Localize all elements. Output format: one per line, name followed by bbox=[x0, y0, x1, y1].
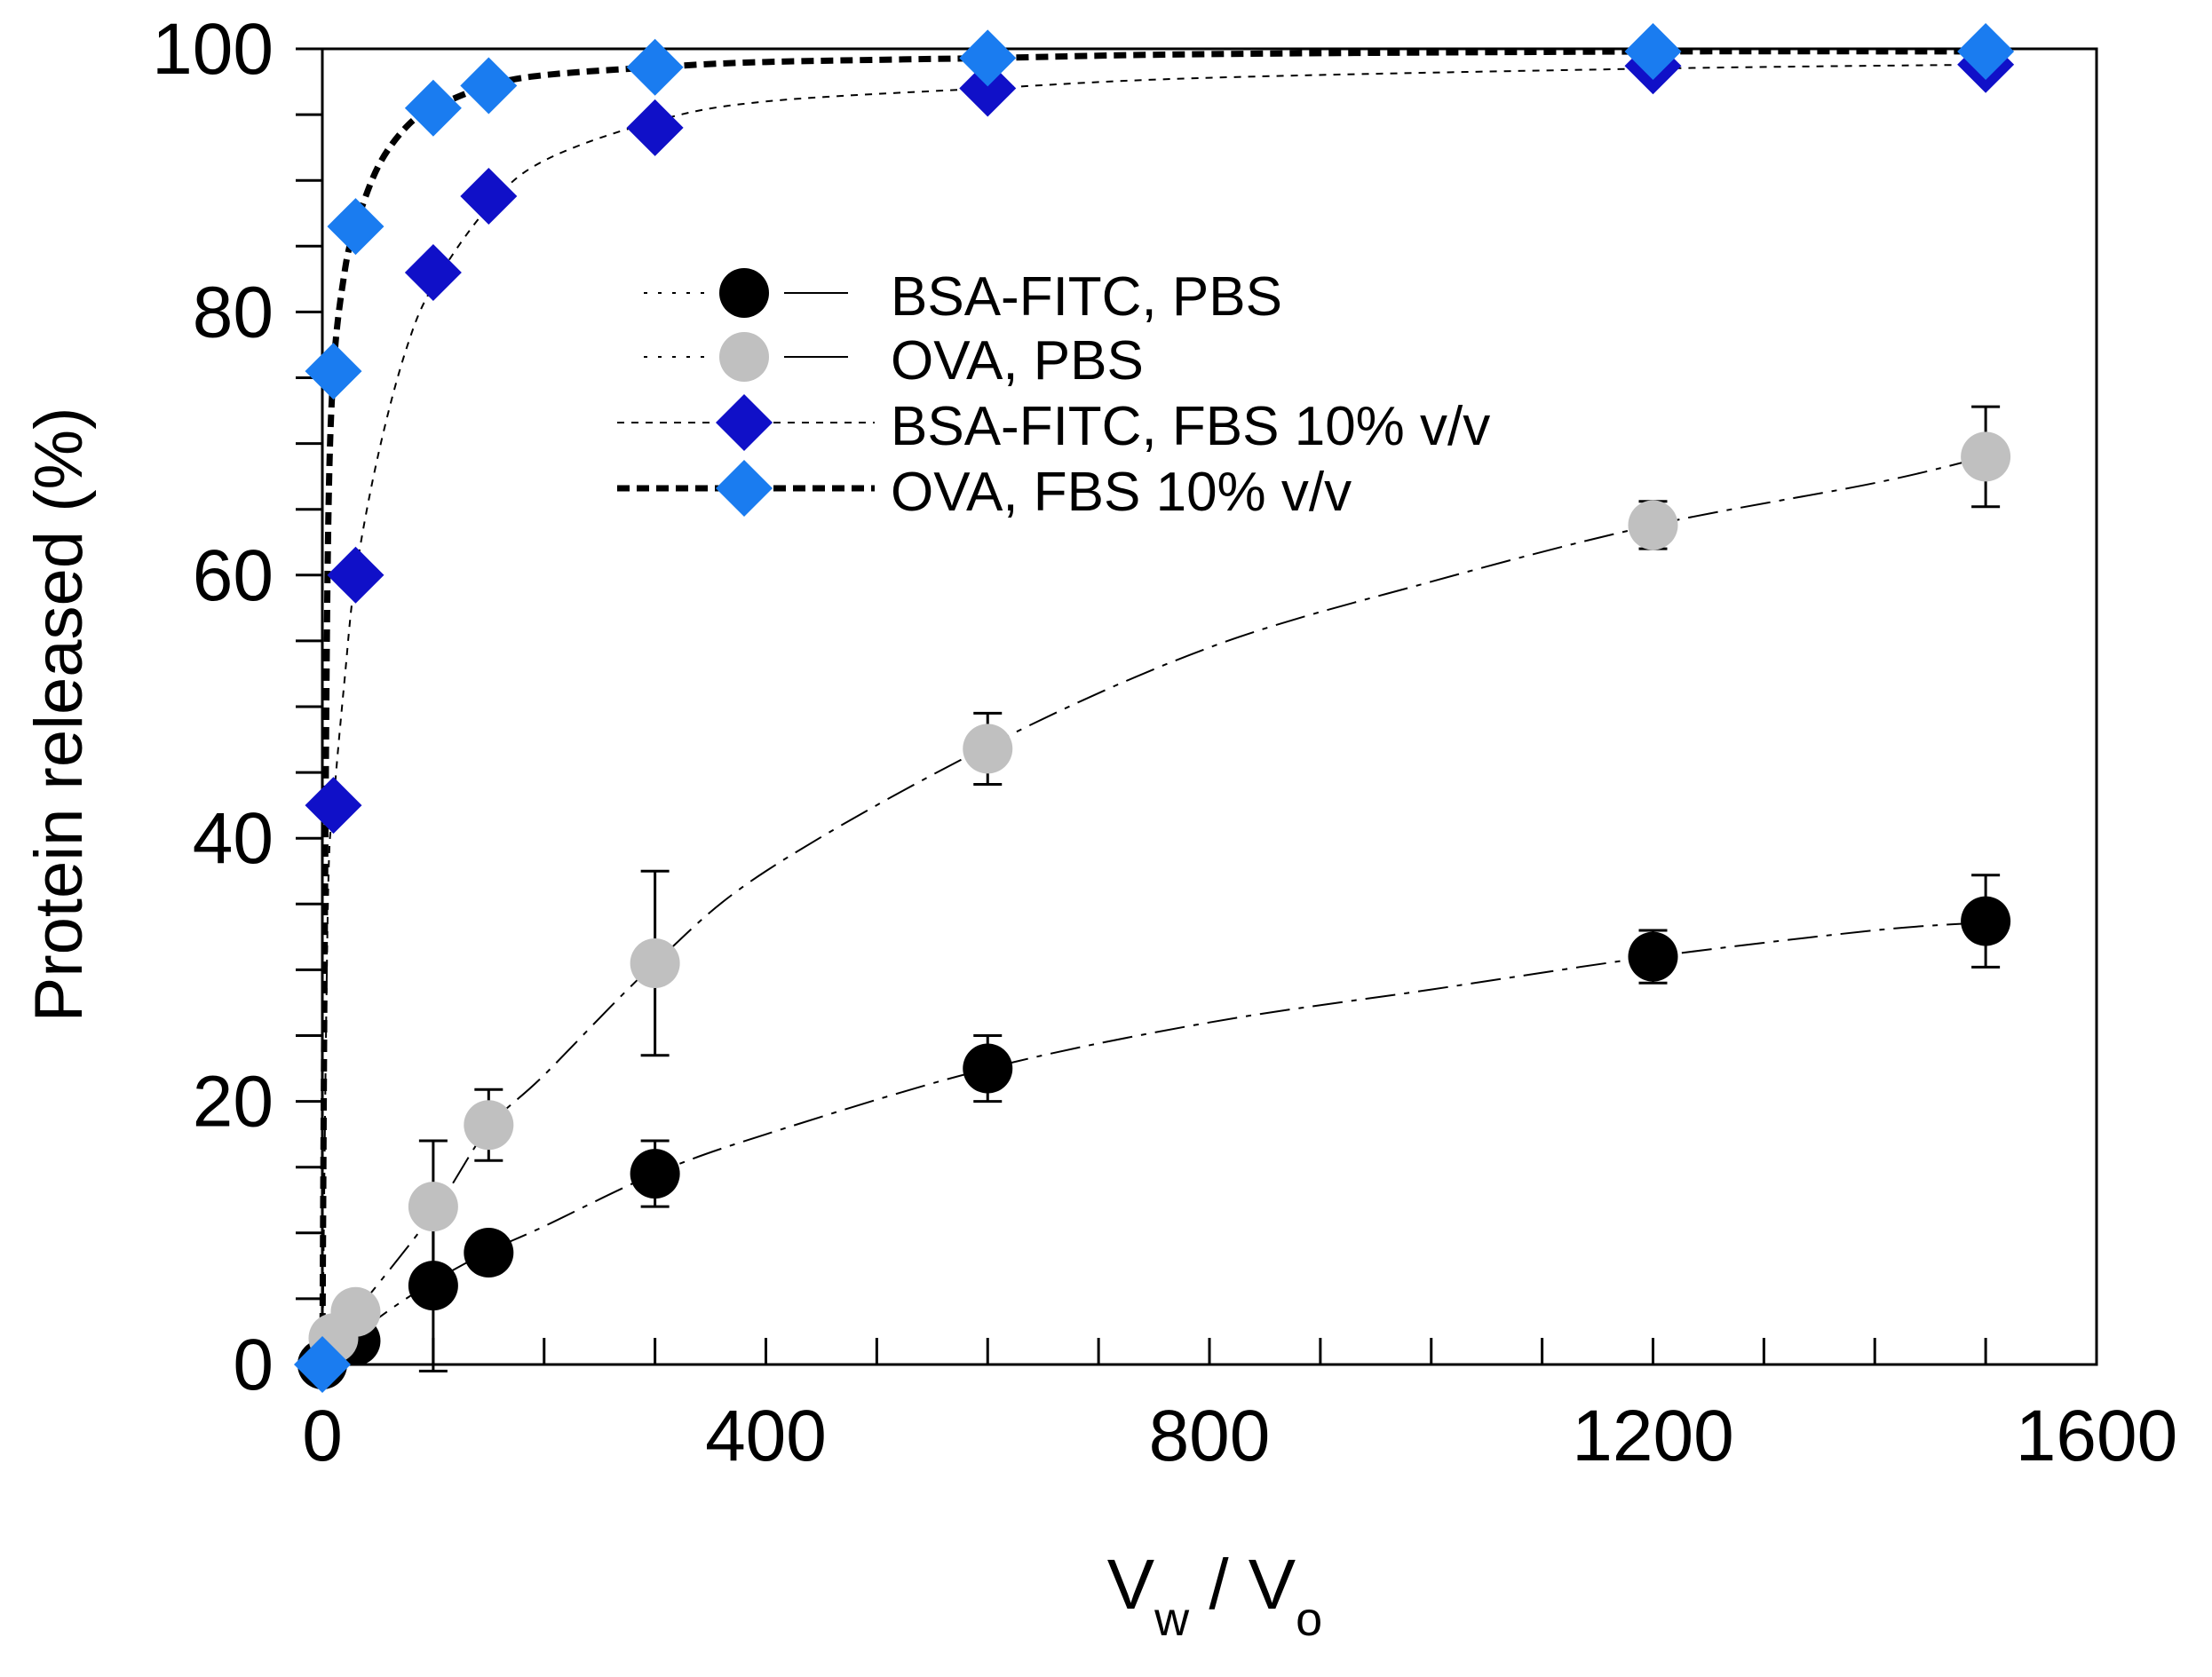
data-point-series-3 bbox=[626, 38, 684, 96]
y-tick-label: 40 bbox=[193, 798, 274, 879]
data-point-series-3 bbox=[959, 29, 1017, 87]
x-tick-label: 1600 bbox=[2016, 1396, 2177, 1476]
data-point-series-0 bbox=[963, 1043, 1013, 1094]
plot-frame-group bbox=[321, 47, 2098, 1366]
data-point-series-3 bbox=[1957, 22, 2015, 80]
data-point-series-1 bbox=[1628, 500, 1678, 550]
data-point-series-2 bbox=[404, 243, 462, 301]
data-point-series-3 bbox=[327, 198, 385, 256]
error-bars-group bbox=[418, 405, 2001, 1372]
x-tick-label: 1200 bbox=[1572, 1396, 1733, 1476]
data-point-series-3 bbox=[1624, 22, 1682, 80]
data-point-series-1 bbox=[330, 1286, 381, 1337]
data-point-series-0 bbox=[464, 1228, 514, 1278]
fit-curves-group bbox=[319, 48, 1986, 1365]
data-point-series-3 bbox=[460, 57, 518, 115]
legend-marker bbox=[719, 268, 769, 318]
plot-frame bbox=[321, 47, 2098, 1366]
y-tick-label: 60 bbox=[193, 535, 274, 616]
data-point-series-0 bbox=[1961, 896, 2011, 946]
x-axis-label-sep: / V bbox=[1189, 1545, 1296, 1624]
y-tick-label: 20 bbox=[193, 1062, 274, 1143]
x-axis-label-sub-o: o bbox=[1296, 1593, 1322, 1646]
data-point-series-3 bbox=[294, 1336, 351, 1393]
fit-curve bbox=[321, 455, 1986, 1352]
y-tick-label: 80 bbox=[193, 272, 274, 352]
data-point-series-3 bbox=[404, 79, 462, 137]
x-tick-label: 800 bbox=[1149, 1396, 1271, 1476]
x-axis-label-sub-w: w bbox=[1154, 1593, 1190, 1646]
data-point-series-2 bbox=[626, 99, 684, 156]
data-point-series-0 bbox=[408, 1261, 458, 1311]
legend-marker bbox=[719, 332, 769, 382]
markers-group bbox=[294, 22, 2015, 1393]
data-point-series-1 bbox=[963, 724, 1013, 774]
data-point-series-1 bbox=[630, 937, 680, 988]
data-point-series-1 bbox=[1961, 431, 2011, 482]
fit-curve bbox=[321, 922, 1986, 1365]
x-tick-label: 0 bbox=[302, 1396, 343, 1476]
data-point-series-2 bbox=[959, 59, 1017, 117]
x-axis-label: Vw / Vo bbox=[1107, 1545, 1322, 1646]
y-tick-label: 0 bbox=[233, 1325, 274, 1405]
legend-marker bbox=[716, 460, 773, 517]
data-point-series-2 bbox=[327, 546, 385, 604]
legend-label: BSA-FITC, FBS 10% v/v bbox=[891, 396, 1490, 457]
axis-ticks-group: 0 400 800 1200 1600 0 20 40 60 80 100 bbox=[152, 9, 2177, 1476]
x-axis-label-main: V bbox=[1107, 1545, 1155, 1624]
data-point-series-0 bbox=[1628, 931, 1678, 982]
data-point-series-1 bbox=[464, 1100, 514, 1151]
legend-label: OVA, PBS bbox=[891, 330, 1144, 392]
x-tick-label: 400 bbox=[705, 1396, 827, 1476]
fit-curve bbox=[319, 48, 1986, 1365]
legend-label: OVA, FBS 10% v/v bbox=[891, 462, 1352, 523]
legend-label: BSA-FITC, PBS bbox=[891, 266, 1282, 328]
y-tick-label: 100 bbox=[152, 9, 274, 90]
data-point-series-2 bbox=[305, 777, 362, 835]
legend-marker bbox=[716, 394, 773, 451]
data-point-series-0 bbox=[630, 1149, 680, 1199]
data-point-series-3 bbox=[305, 343, 362, 400]
fit-curve bbox=[321, 63, 1986, 1365]
data-point-series-2 bbox=[460, 167, 518, 225]
y-axis-label: Protein released (%) bbox=[21, 407, 97, 1023]
data-point-series-1 bbox=[408, 1182, 458, 1232]
